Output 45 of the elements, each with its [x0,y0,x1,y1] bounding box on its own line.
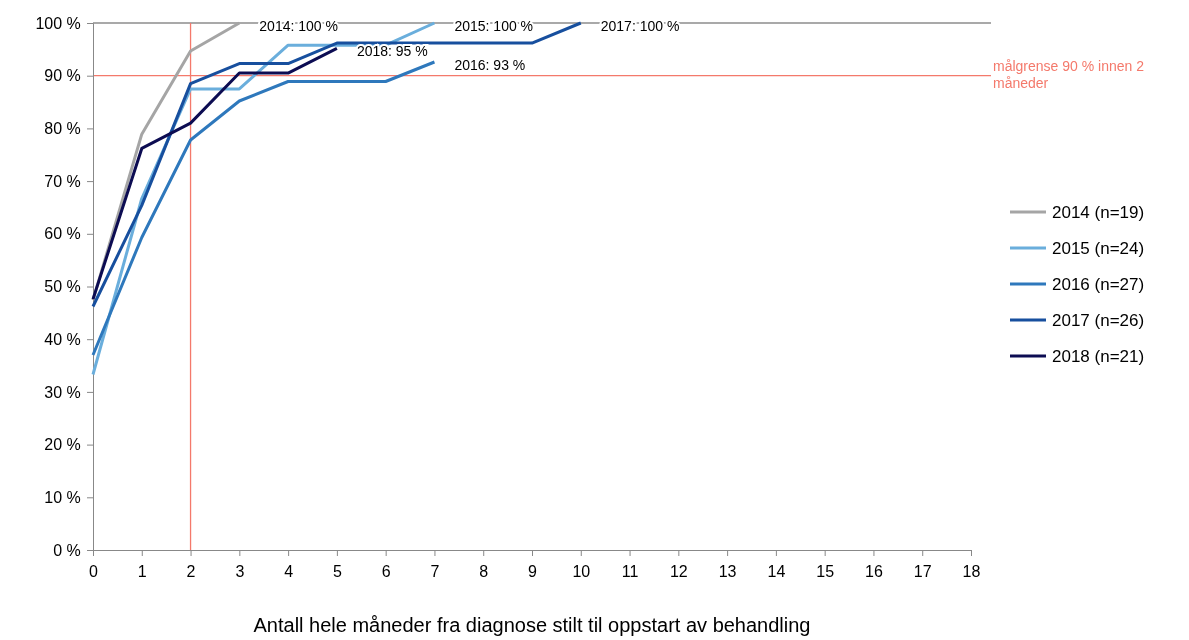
line-series [91,21,583,309]
legend-label: 2015 (n=24) [1052,239,1145,258]
x-tick-label: 10 [572,562,591,580]
ref-line-label: målgrense 90 % innen 2 måneder [993,57,1145,91]
y-tick-label: 0 % [53,541,81,559]
x-tick-label: 18 [962,562,981,580]
x-tick-label: 16 [865,562,883,580]
x-tick-label: 12 [669,562,688,580]
legend-label: 2016 (n=27) [1052,275,1145,294]
line-series [91,46,339,301]
y-tick-label: 40 % [44,330,81,348]
y-tick-label: 90 % [44,67,81,85]
x-tick-label: 1 [137,562,147,580]
y-tick-label: 70 % [44,172,81,190]
annotation: 2014: 100 % [259,18,338,34]
y-tick-label: 60 % [44,225,81,243]
x-tick-label: 8 [479,562,489,580]
x-tick-label: 9 [528,562,538,580]
y-tick-label: 30 % [44,383,81,401]
annotation: 2015: 100 % [454,18,534,34]
x-tick-label: 0 [89,562,99,580]
x-tick-label: 7 [430,562,440,580]
x-tick-label: 3 [235,562,245,580]
legend-label: 2014 (n=19) [1052,203,1145,222]
x-tick-label: 13 [718,562,737,580]
y-tick-label: 100 % [35,14,81,32]
x-tick-label: 17 [913,562,932,580]
y-tick-label: 10 % [44,488,81,506]
line-series [91,60,436,357]
x-tick-label: 2 [186,562,196,580]
annotation: 2018: 95 % [356,43,428,60]
x-tick-label: 5 [332,562,342,580]
x-tick-label: 15 [816,562,835,580]
annotation: 2017: 100 % [600,18,680,34]
x-tick-label: 4 [284,562,294,580]
y-tick-label: 80 % [44,120,81,138]
x-tick-label: 14 [767,562,786,580]
annotation: 2016: 93 % [454,57,526,73]
x-axis-title: Antall hele måneder fra diagnose stilt til oppstart av behandling [253,614,811,636]
x-tick-label: 11 [621,562,639,580]
x-tick-label: 6 [381,562,391,580]
legend-label: 2017 (n=26) [1052,311,1145,330]
y-tick-label: 50 % [44,278,81,296]
y-tick-label: 20 % [44,436,81,454]
legend-label: 2018 (n=21) [1052,347,1145,366]
